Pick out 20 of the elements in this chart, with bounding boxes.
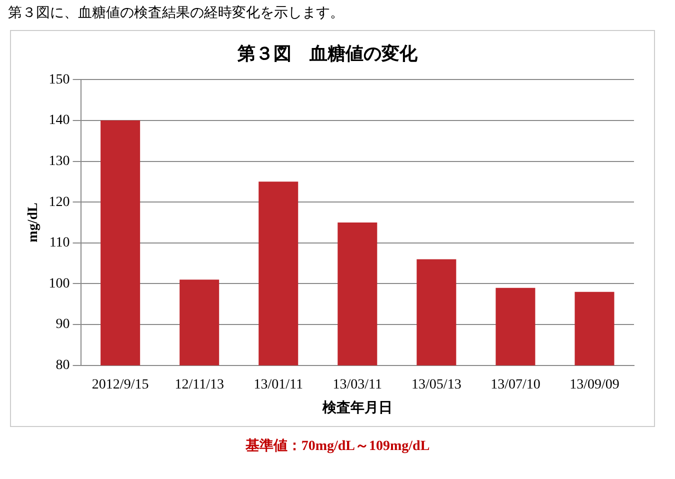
x-tick-label: 13/03/11 <box>332 377 382 392</box>
y-tick-label: 140 <box>48 113 70 128</box>
y-tick-label: 100 <box>48 276 70 292</box>
y-axis-title: mg/dL <box>26 202 42 242</box>
x-tick-label: 13/01/11 <box>254 377 304 392</box>
text: 第３図に、血糖値の検査結果の経時変化を示します。 <box>8 4 345 22</box>
y-tick-label: 110 <box>49 236 70 251</box>
y-tick-label: 150 <box>48 72 70 88</box>
x-tick-label: 13/07/10 <box>490 377 540 392</box>
chart-title: 第３図 血糖値の変化 <box>236 43 418 64</box>
y-tick-label: 120 <box>48 194 70 210</box>
y-tick-label: 130 <box>48 154 70 169</box>
x-tick-label: 12/11/13 <box>174 377 224 392</box>
x-tick-label: 13/09/09 <box>570 377 620 392</box>
y-tick-label: 80 <box>56 358 70 374</box>
x-tick-label: 13/05/13 <box>412 377 462 392</box>
y-tick-label: 90 <box>56 317 70 332</box>
x-axis-title: 検査年月日 <box>321 400 392 416</box>
x-tick-label: 2012/9/15 <box>92 377 149 392</box>
text: 基準値：70mg/dL～109mg/dL <box>244 437 431 455</box>
